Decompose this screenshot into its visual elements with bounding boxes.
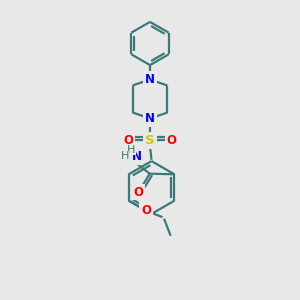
Text: H: H — [127, 145, 135, 155]
Text: N: N — [132, 150, 142, 164]
Text: O: O — [141, 204, 151, 217]
Text: O: O — [167, 134, 177, 147]
Text: N: N — [145, 112, 155, 125]
Text: S: S — [145, 134, 155, 147]
Text: N: N — [145, 73, 155, 86]
Text: H: H — [120, 151, 129, 161]
Text: O: O — [134, 186, 143, 199]
Text: O: O — [123, 134, 134, 147]
